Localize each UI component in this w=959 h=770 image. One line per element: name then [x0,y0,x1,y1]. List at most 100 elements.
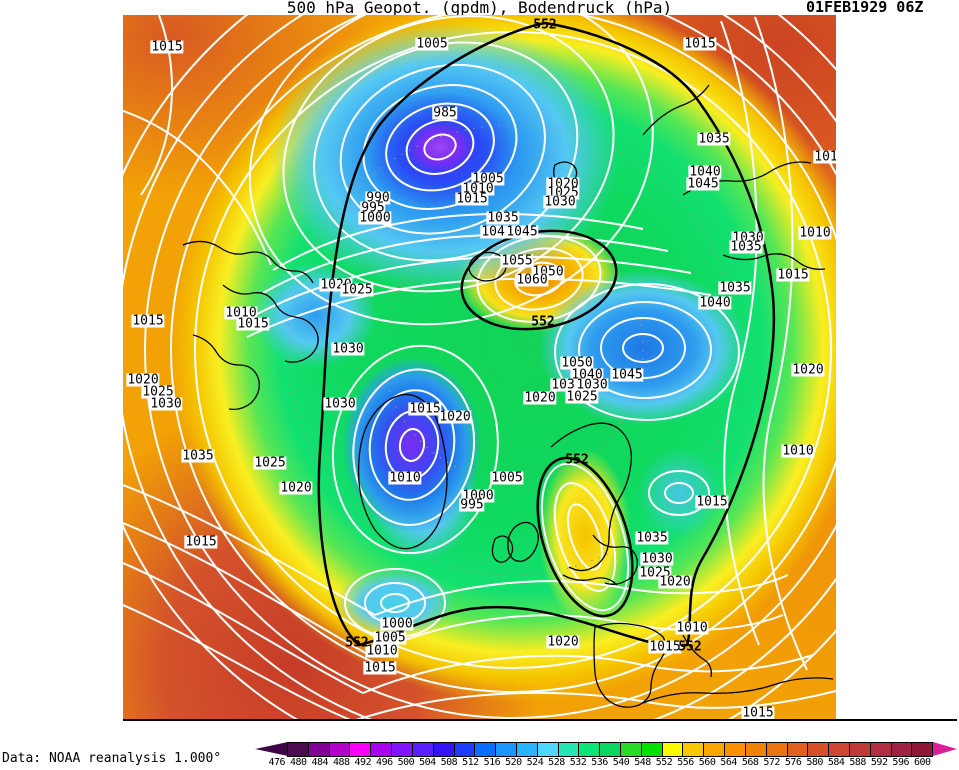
geopotential-552-contours [317,21,776,648]
pressure-label: 1025 [141,384,175,400]
pressure-label: 1010 [461,181,495,197]
legend-tick: 584 [827,757,845,768]
legend-tick: 560 [698,757,716,768]
geopotential-552-label: 552 [345,635,369,651]
legend-tick: 568 [741,757,759,768]
pressure-label: 1040 [570,367,604,383]
legend-segment [869,742,892,757]
legend-segment [640,742,663,757]
pressure-label: 1015 [455,191,489,207]
geopotential-552-label: 552 [565,452,589,468]
pressure-label: 1025 [253,455,287,471]
pressure-label: 985 [432,105,458,121]
legend-segments [287,742,934,757]
pressure-label: 1030 [640,551,674,567]
pressure-label: 1020 [523,390,557,406]
pressure-label: 1050 [560,355,594,371]
legend-segment [411,742,434,757]
pressure-label: 1025 [340,282,374,298]
pressure-label: 1010 [798,225,832,241]
pressure-label: 1005 [471,171,505,187]
legend-segment [703,742,726,757]
legend-segment [828,742,850,757]
legend-segment [661,742,684,757]
pressure-label: 1020 [279,480,313,496]
legend-tick: 500 [397,757,415,768]
pressure-label: 1015 [236,316,270,332]
pressure-label: 1040 [698,295,732,311]
pressure-label: 1035 [718,280,752,296]
legend-tick: 588 [849,757,866,768]
legend-segment [890,742,913,757]
pressure-label: 1015 [131,313,165,329]
legend-segment [765,742,788,757]
footer-data-source: Data: NOAA reanalysis 1.000° [2,751,222,766]
pressure-label: 1010 [781,443,815,459]
pressure-label: 1030 [575,377,609,393]
pressure-label: 1015 [776,267,810,283]
legend-tick: 508 [440,757,458,768]
pressure-label: 1035 [729,239,763,255]
legend-tick: 536 [591,757,608,768]
legend-tick: 580 [806,757,823,768]
legend-tick: 484 [311,757,329,768]
legend-segment [911,742,934,757]
legend-segment [307,742,330,757]
pressure-label: 1000 [380,616,414,632]
legend-segment [599,742,621,757]
pressure-label: 1040 [480,224,514,240]
legend-tick: 492 [354,757,372,768]
pressure-label: 995 [360,200,386,216]
pressure-label: 1030 [331,341,365,357]
footer-credits: Data: NOAA reanalysis 1.000° (C) Wetterz… [2,720,221,770]
legend-tick: 576 [784,757,802,768]
pressure-label: 1060 [515,272,549,288]
legend-tick: 532 [569,757,587,768]
legend-tick-labels: 476 480 484 488 492 496 500 504 508 512 516 520 524 5… [266,758,933,768]
pressure-label: 1020 [791,362,825,378]
pressure-label: 1020 [658,574,692,590]
pressure-label: 1035 [486,210,520,226]
pressure-label: 1015 [695,494,729,510]
pressure-label: 1015 [741,705,775,721]
legend-tick: 488 [333,757,350,768]
pressure-label: 995 [459,497,485,513]
legend-tick: 520 [505,757,522,768]
legend-segment [620,742,642,757]
pressure-label: 1030 [543,194,577,210]
legend-segment [807,742,830,757]
geopotential-552-label: 552 [531,314,555,330]
pressure-label: 1015 [648,639,682,655]
coastlines [182,84,834,708]
legend-segment [578,742,601,757]
legend-left-arrow [255,742,288,756]
legend-tick: 480 [289,757,307,768]
pressure-label: 1035 [181,448,215,464]
legend-tick: 528 [548,757,565,768]
legend-right-arrow [933,742,957,756]
pressure-label: 1015 [150,39,184,55]
pressure-label: 1040 [688,164,722,180]
pressure-label: 1035 [697,131,731,147]
legend-tick: 572 [763,757,780,768]
legend-tick: 496 [376,757,393,768]
pressure-label: 1010 [224,305,258,321]
legend-colorbar: 476 480 484 488 492 496 500 504 508 512 516 520 524 5… [255,742,957,770]
legend-tick: 552 [655,757,673,768]
legend-segment [848,742,871,757]
pressure-label: 1015 [184,534,218,550]
legend-segment [287,742,309,757]
legend-tick: 592 [870,757,888,768]
map-bottom-border [123,719,957,721]
legend-segment [682,742,705,757]
legend-segment [724,742,746,757]
legend-tick: 564 [720,757,737,768]
legend-tick: 512 [462,757,479,768]
pressure-label: 1055 [500,253,534,269]
pressure-label: 1015 [363,660,397,676]
contours-overlay [123,15,836,721]
pressure-label: 1030 [323,396,357,412]
pressure-label: 1020 [546,634,580,650]
pressure-label: 1025 [565,389,599,405]
